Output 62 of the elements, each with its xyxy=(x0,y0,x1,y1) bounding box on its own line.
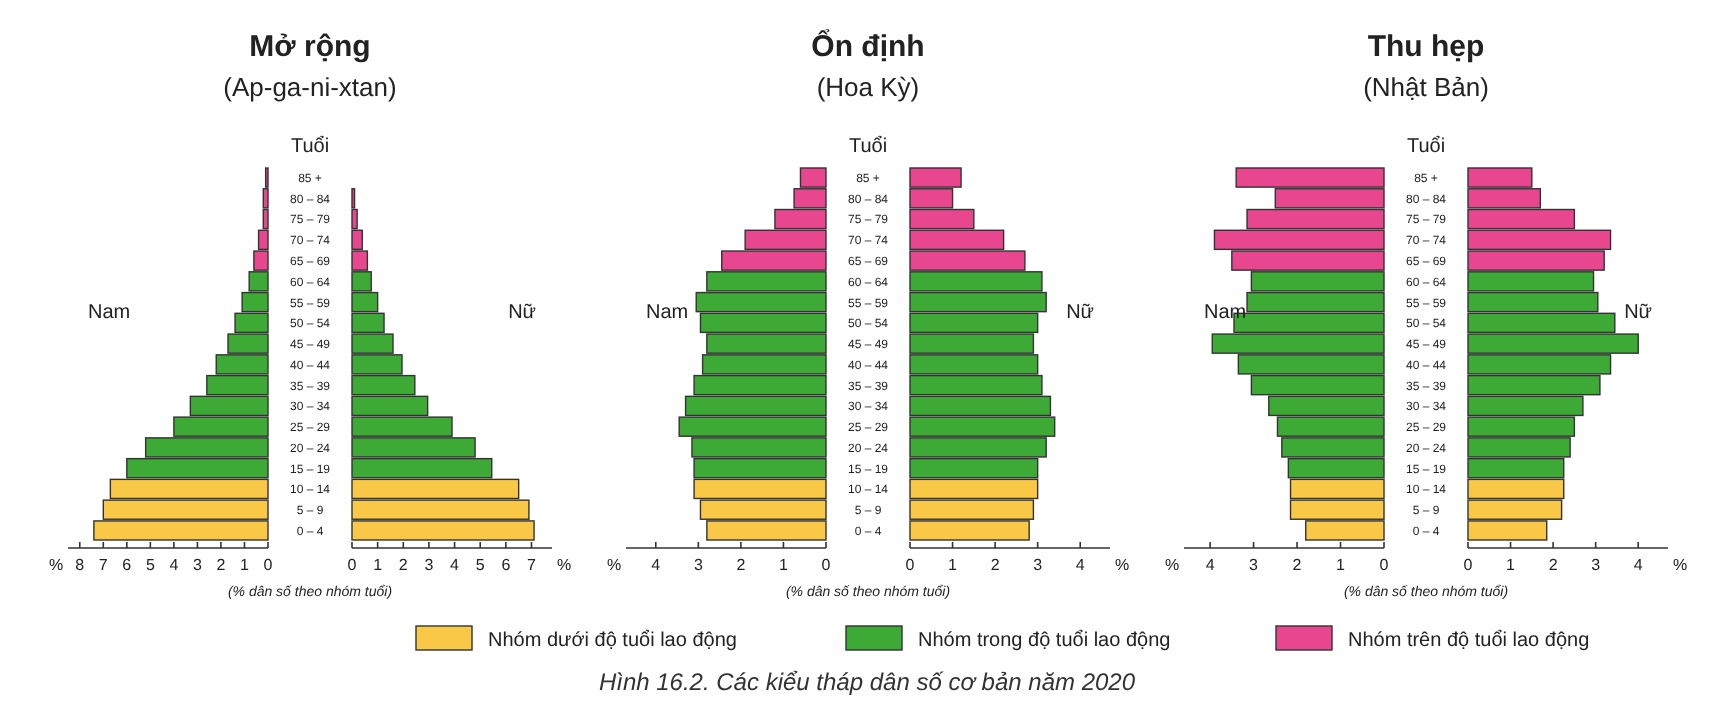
x-tick-label: 3 xyxy=(192,556,203,574)
x-tick-label: 2 xyxy=(1292,556,1303,574)
x-tick-label: 0 xyxy=(1379,556,1390,574)
x-tick-label: 6 xyxy=(501,556,512,574)
y-axis-title: Tuổi xyxy=(290,134,330,158)
x-tick-label: 2 xyxy=(216,556,227,574)
chart-title: Mở rộng xyxy=(249,30,371,64)
x-tick-label: 3 xyxy=(693,556,704,574)
annotation: Nữ xyxy=(508,302,537,324)
x-tick-label: 4 xyxy=(450,556,461,574)
x-tick-label: 2 xyxy=(736,556,747,574)
x-tick-label: 4 xyxy=(169,556,180,574)
annotation: Nữ xyxy=(1624,302,1653,324)
text: % xyxy=(48,556,64,574)
x-tick-label: 5 xyxy=(145,556,156,574)
chart-title: Thu hẹp xyxy=(1367,30,1485,64)
x-tick-label: 2 xyxy=(1548,556,1559,574)
x-tick-label: 7 xyxy=(98,556,109,574)
x-tick-label: 3 xyxy=(424,556,435,574)
legend-label: Nhóm dưới độ tuổi lao động xyxy=(488,628,737,652)
text: % xyxy=(1164,556,1180,574)
x-tick-label: 1 xyxy=(373,556,384,574)
x-tick-label: 3 xyxy=(1249,556,1260,574)
x-tick-label: 0 xyxy=(263,556,274,574)
x-tick-label: 4 xyxy=(651,556,662,574)
chart-subtitle: (Hoa Kỳ) xyxy=(816,72,920,102)
x-tick-label: 3 xyxy=(1591,556,1602,574)
text: % xyxy=(1114,556,1130,574)
text: Hình 16.2. Các kiểu tháp dân số cơ bản năm 2020 xyxy=(598,668,1136,696)
x-tick-label: 6 xyxy=(122,556,133,574)
chart-subtitle: (Nhật Bản) xyxy=(1363,72,1489,102)
annotation: Nam xyxy=(646,302,689,324)
x-tick-label: 4 xyxy=(1075,556,1086,574)
x-tick-label: 0 xyxy=(1463,556,1474,574)
x-tick-label: 5 xyxy=(475,556,486,574)
annotation: Nam xyxy=(88,302,131,324)
x-tick-label: 0 xyxy=(347,556,358,574)
y-axis-title: Tuổi xyxy=(1406,134,1446,158)
annotation: Nam xyxy=(1204,302,1247,324)
legend-label: Nhóm trên độ tuổi lao động xyxy=(1348,628,1590,652)
text: % xyxy=(606,556,622,574)
x-tick-label: 1 xyxy=(1506,556,1517,574)
legend-label: Nhóm trong độ tuổi lao động xyxy=(918,628,1171,652)
x-tick-label: 1 xyxy=(948,556,959,574)
x-tick-label: 1 xyxy=(1336,556,1347,574)
x-tick-label: 0 xyxy=(821,556,832,574)
x-tick-label: 1 xyxy=(778,556,789,574)
x-tick-label: 4 xyxy=(1633,556,1644,574)
x-tick-label: 7 xyxy=(527,556,538,574)
y-axis-title: Tuổi xyxy=(848,134,888,158)
x-tick-label: 1 xyxy=(240,556,251,574)
x-tick-label: 8 xyxy=(75,556,86,574)
annotation: Nữ xyxy=(1066,302,1095,324)
chart-title: Ổn định xyxy=(811,28,925,64)
x-tick-label: 2 xyxy=(990,556,1001,574)
chart-subtitle: (Ap-ga-ni-xtan) xyxy=(223,72,397,102)
text: % xyxy=(556,556,572,574)
text: % xyxy=(1672,556,1688,574)
x-tick-label: 4 xyxy=(1205,556,1216,574)
x-tick-label: 2 xyxy=(398,556,409,574)
x-tick-label: 0 xyxy=(905,556,916,574)
x-tick-label: 3 xyxy=(1033,556,1044,574)
